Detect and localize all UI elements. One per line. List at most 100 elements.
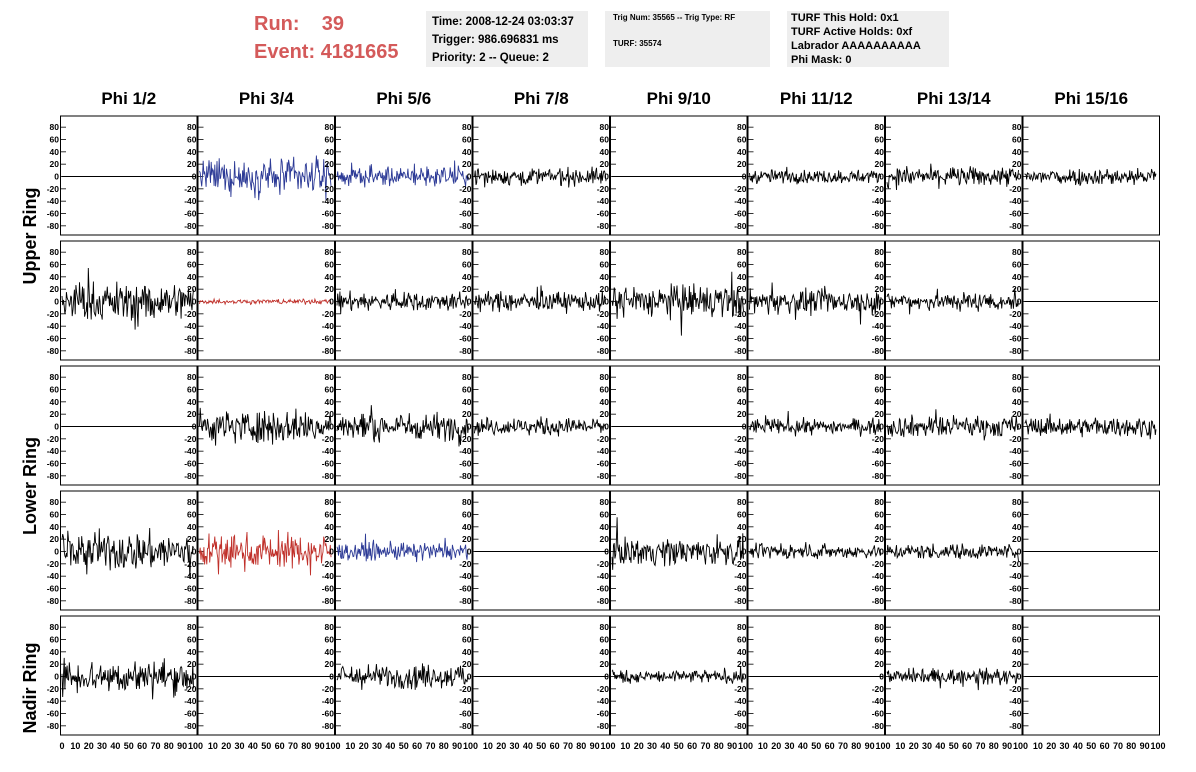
- trace-line: [611, 271, 744, 336]
- y-tick-label: -40: [47, 571, 60, 581]
- y-tick-label: 40: [1012, 147, 1022, 157]
- waveform-panel: 80 60 40 20 0 -20 -40 -60 -80: [597, 615, 748, 736]
- trace-line: [886, 409, 1019, 441]
- turf-line: TURF: 35574: [613, 39, 662, 48]
- y-tick-label: 40: [325, 272, 335, 282]
- y-tick-label: 0: [54, 672, 59, 682]
- event-row: Event: 4181665: [254, 38, 399, 66]
- y-tick-label: -40: [872, 446, 885, 456]
- y-tick-label: -80: [872, 721, 885, 731]
- row-label: Nadir Ring: [20, 642, 40, 733]
- y-tick-label: 60: [600, 385, 610, 395]
- y-tick-label: -60: [597, 334, 610, 344]
- y-tick-label: 60: [737, 135, 747, 145]
- y-tick-label: 0: [1017, 297, 1022, 307]
- y-tick-label: 80: [325, 372, 335, 382]
- y-tick-label: -60: [184, 584, 197, 594]
- y-tick-label: 20: [50, 409, 60, 419]
- y-tick-label: 0: [604, 422, 609, 432]
- x-tick-label: 60: [1100, 741, 1110, 751]
- y-tick-label: 40: [737, 272, 747, 282]
- y-tick-label: -80: [872, 471, 885, 481]
- y-tick-label: 40: [187, 522, 197, 532]
- x-tick-label: 60: [687, 741, 697, 751]
- panel-frame: [747, 115, 885, 236]
- waveform-panel: 80 60 40 20 0 -20 -40 -60 -80: [47, 115, 198, 236]
- y-tick-label: 20: [875, 659, 885, 669]
- y-tick-label: -40: [184, 196, 197, 206]
- y-tick-label: -20: [734, 184, 747, 194]
- y-tick-label: 20: [462, 534, 472, 544]
- trace-line: [336, 533, 469, 563]
- panel-frame: [1022, 615, 1160, 736]
- trace-line: [886, 287, 1019, 315]
- x-tick-label: 60: [962, 741, 972, 751]
- x-tick-label: 40: [385, 741, 395, 751]
- x-tick-label: 10: [345, 741, 355, 751]
- trace-line: [886, 543, 1019, 562]
- y-tick-label: 60: [325, 260, 335, 270]
- y-tick-label: -40: [459, 446, 472, 456]
- y-tick-label: -20: [872, 309, 885, 319]
- x-tick-label: 70: [563, 741, 573, 751]
- y-tick-label: 60: [50, 510, 60, 520]
- y-tick-label: -20: [459, 684, 472, 694]
- y-tick-label: 80: [325, 622, 335, 632]
- panel-frame: [60, 365, 198, 486]
- waveform-panel: 80 60 40 20 0 -20 -40 -60 -80: [184, 490, 335, 611]
- y-tick-label: 20: [600, 659, 610, 669]
- y-tick-label: 80: [50, 497, 60, 507]
- panel-frame: [60, 490, 198, 611]
- y-tick-label: -20: [872, 434, 885, 444]
- panel-frame: [335, 615, 473, 736]
- y-tick-label: 20: [50, 534, 60, 544]
- y-tick-label: -40: [1009, 196, 1022, 206]
- x-tick-label: 80: [301, 741, 311, 751]
- trace-line: [749, 541, 882, 560]
- y-tick-label: 40: [50, 522, 60, 532]
- y-tick-label: 40: [325, 147, 335, 157]
- panel-frame: [885, 490, 1023, 611]
- y-tick-label: 60: [737, 635, 747, 645]
- y-tick-label: 80: [875, 497, 885, 507]
- y-tick-label: 80: [325, 247, 335, 257]
- x-tick-label: 40: [935, 741, 945, 751]
- x-tick-label: 50: [124, 741, 134, 751]
- y-tick-label: 0: [742, 547, 747, 557]
- waveform-panel: 80 60 40 20 0 -20 -40 -60 -80: [184, 115, 335, 236]
- y-tick-label: -20: [1009, 684, 1022, 694]
- panel-frame: [1022, 240, 1160, 361]
- y-tick-label: 60: [187, 635, 197, 645]
- y-tick-label: -80: [459, 471, 472, 481]
- x-tick-label: 40: [110, 741, 120, 751]
- panel-frame: [1022, 365, 1160, 486]
- panel-frame: [197, 490, 335, 611]
- y-tick-label: 40: [875, 397, 885, 407]
- x-tick-label: 70: [838, 741, 848, 751]
- trace-line: [61, 527, 194, 579]
- column-header: Phi 7/8: [514, 89, 569, 108]
- y-tick-label: -20: [47, 684, 60, 694]
- y-tick-label: -80: [184, 346, 197, 356]
- x-tick-label: 50: [261, 741, 271, 751]
- waveform-panel: 80 60 40 20 0 -20 -40 -60 -80: [734, 615, 885, 736]
- y-tick-label: 20: [50, 659, 60, 669]
- trace-line: [336, 160, 469, 188]
- y-tick-label: -20: [597, 559, 610, 569]
- y-tick-label: 60: [1012, 510, 1022, 520]
- priority-line: Priority: 2 -- Queue: 2: [432, 52, 549, 64]
- y-tick-label: -20: [597, 309, 610, 319]
- x-tick-label: 100: [875, 741, 890, 751]
- y-tick-label: -80: [734, 721, 747, 731]
- y-tick-label: 40: [1012, 397, 1022, 407]
- y-tick-label: 80: [462, 497, 472, 507]
- y-tick-label: -20: [597, 184, 610, 194]
- y-tick-label: -40: [597, 321, 610, 331]
- turf-hold-line: TURF This Hold: 0x1: [791, 12, 899, 24]
- panel-frame: [60, 240, 198, 361]
- y-tick-label: 20: [325, 534, 335, 544]
- y-tick-label: -20: [872, 184, 885, 194]
- y-tick-label: 80: [187, 247, 197, 257]
- y-tick-label: -20: [734, 559, 747, 569]
- y-tick-label: -40: [872, 696, 885, 706]
